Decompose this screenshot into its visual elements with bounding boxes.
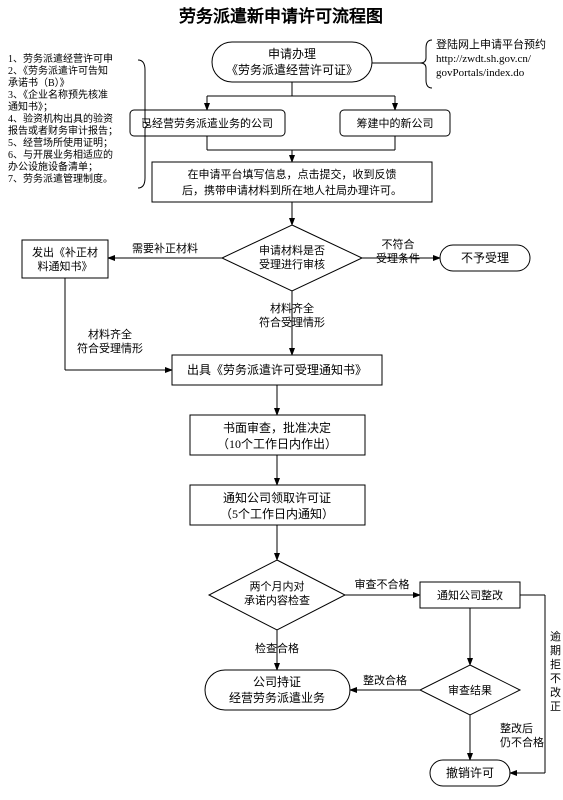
svg-text:正: 正 bbox=[550, 701, 561, 713]
svg-text:申请材料是否: 申请材料是否 bbox=[259, 243, 325, 257]
svg-text:已经营劳务派遣业务的公司: 已经营劳务派遣业务的公司 bbox=[141, 116, 273, 130]
svg-text:公司持证: 公司持证 bbox=[253, 674, 301, 689]
svg-text:http://zwdt.sh.gov.cn/: http://zwdt.sh.gov.cn/ bbox=[436, 53, 532, 65]
svg-text:3、《企业名称预先核准: 3、《企业名称预先核准 bbox=[8, 88, 108, 101]
svg-text:6、与开展业务相适应的: 6、与开展业务相适应的 bbox=[8, 148, 113, 161]
svg-text:拒: 拒 bbox=[550, 658, 561, 671]
svg-text:（10个工作日内作出）: （10个工作日内作出） bbox=[217, 437, 337, 451]
svg-text:受理进行审核: 受理进行审核 bbox=[259, 257, 325, 271]
edge-need-correct: 需要补正材料 bbox=[132, 241, 198, 255]
svg-text:撤销许可: 撤销许可 bbox=[446, 765, 494, 780]
edge-rect-fail-1: 整改后 bbox=[500, 721, 533, 735]
svg-text:审查结果: 审查结果 bbox=[448, 683, 492, 697]
edge-pass-check: 检查合格 bbox=[255, 641, 299, 655]
svg-text:通知公司领取许可证: 通知公司领取许可证 bbox=[223, 491, 331, 505]
edge-complete-2: 符合受理情形 bbox=[259, 315, 325, 329]
flowchart-canvas: 劳务派遣新申请许可流程图 1、劳务派遣经营许可申 2、《劳务派遣许可告知 3、《… bbox=[0, 0, 563, 800]
svg-text:1、劳务派遣经营许可申: 1、劳务派遣经营许可申 bbox=[8, 52, 113, 65]
svg-text:2、《劳务派遣许可告知: 2、《劳务派遣许可告知 bbox=[8, 64, 108, 77]
svg-text:申请办理: 申请办理 bbox=[268, 46, 316, 61]
node-correct: 发出《补正材 料通知书》 bbox=[22, 240, 108, 278]
node-revoke: 撤销许可 bbox=[430, 760, 510, 786]
svg-text:《劳务派遣经营许可证》: 《劳务派遣经营许可证》 bbox=[226, 62, 358, 77]
svg-text:办公设施设备清单；: 办公设施设备清单； bbox=[8, 160, 98, 173]
svg-text:逾: 逾 bbox=[550, 629, 561, 643]
svg-text:7、劳务派遣管理制度。: 7、劳务派遣管理制度。 bbox=[8, 172, 113, 185]
svg-text:登陆网上申请平台预约: 登陆网上申请平台预约 bbox=[436, 37, 546, 51]
svg-text:发出《补正材: 发出《补正材 bbox=[32, 245, 98, 259]
svg-text:通知书》；: 通知书》； bbox=[8, 100, 53, 113]
node-written: 书面审查，批准决定 （10个工作日内作出） bbox=[190, 415, 365, 455]
node-existing: 已经营劳务派遣业务的公司 bbox=[130, 110, 285, 136]
url-note: 登陆网上申请平台预约 http://zwdt.sh.gov.cn/ govPor… bbox=[420, 37, 546, 88]
node-notify-get: 通知公司领取许可证 （5个工作日内通知） bbox=[190, 485, 365, 525]
node-accept-notice: 出具《劳务派遣许可受理通知书》 bbox=[172, 355, 382, 385]
edge-complete-1: 材料齐全 bbox=[270, 301, 314, 315]
svg-text:筹建中的新公司: 筹建中的新公司 bbox=[357, 116, 434, 130]
page-title: 劳务派遣新申请许可流程图 bbox=[179, 6, 383, 26]
svg-text:书面审查，批准决定: 书面审查，批准决定 bbox=[223, 420, 331, 435]
node-result: 审查结果 bbox=[420, 665, 520, 715]
edge-rect-fail-2: 仍不合格 bbox=[500, 735, 544, 749]
svg-text:承诺内容检查: 承诺内容检查 bbox=[244, 593, 310, 607]
edge-not-meet-2: 受理条件 bbox=[376, 251, 420, 265]
node-rectify: 通知公司整改 bbox=[420, 582, 520, 608]
svg-text:5、经营场所使用证明；: 5、经营场所使用证明； bbox=[8, 136, 113, 149]
edge-complete2-2: 符合受理情形 bbox=[77, 341, 143, 355]
svg-text:出具《劳务派遣许可受理通知书》: 出具《劳务派遣许可受理通知书》 bbox=[187, 362, 367, 377]
svg-text:4、验资机构出具的验资: 4、验资机构出具的验资 bbox=[8, 112, 113, 125]
edge-rect-ok: 整改合格 bbox=[363, 673, 407, 687]
node-operate: 公司持证 经营劳务派遣业务 bbox=[205, 670, 350, 710]
svg-text:govPortals/index.do: govPortals/index.do bbox=[436, 67, 525, 79]
svg-text:后，携带申请材料到所在地人社局办理许可。: 后，携带申请材料到所在地人社局办理许可。 bbox=[182, 183, 402, 197]
svg-text:通知公司整改: 通知公司整改 bbox=[437, 588, 503, 602]
svg-text:两个月内对: 两个月内对 bbox=[250, 579, 305, 593]
svg-text:不: 不 bbox=[550, 673, 561, 685]
node-inspect: 两个月内对 承诺内容检查 bbox=[209, 560, 345, 630]
svg-text:（5个工作日内通知）: （5个工作日内通知） bbox=[220, 507, 334, 521]
svg-text:承诺书（B）》: 承诺书（B）》 bbox=[8, 77, 70, 89]
svg-text:期: 期 bbox=[550, 644, 561, 657]
edge-overdue: 逾 期 拒 不 改 正 bbox=[550, 629, 561, 713]
svg-text:料通知书》: 料通知书》 bbox=[38, 259, 93, 273]
edge-complete2-1: 材料齐全 bbox=[88, 327, 132, 341]
node-submit: 在申请平台填写信息，点击提交，收到反馈 后，携带申请材料到所在地人社局办理许可。 bbox=[152, 162, 432, 202]
node-reject: 不予受理 bbox=[440, 245, 530, 271]
svg-text:在申请平台填写信息，点击提交，收到反馈: 在申请平台填写信息，点击提交，收到反馈 bbox=[188, 167, 397, 181]
svg-text:报告或者财务审计报告；: 报告或者财务审计报告； bbox=[8, 124, 118, 137]
svg-text:不予受理: 不予受理 bbox=[461, 251, 509, 265]
edge-fail-check: 审查不合格 bbox=[355, 577, 410, 591]
node-apply: 申请办理 《劳务派遣经营许可证》 bbox=[212, 42, 372, 82]
node-new: 筹建中的新公司 bbox=[340, 110, 450, 136]
svg-text:经营劳务派遣业务: 经营劳务派遣业务 bbox=[229, 690, 325, 705]
node-review: 申请材料是否 受理进行审核 bbox=[222, 225, 362, 291]
svg-text:改: 改 bbox=[550, 685, 561, 699]
edge-not-meet-1: 不符合 bbox=[382, 237, 415, 251]
